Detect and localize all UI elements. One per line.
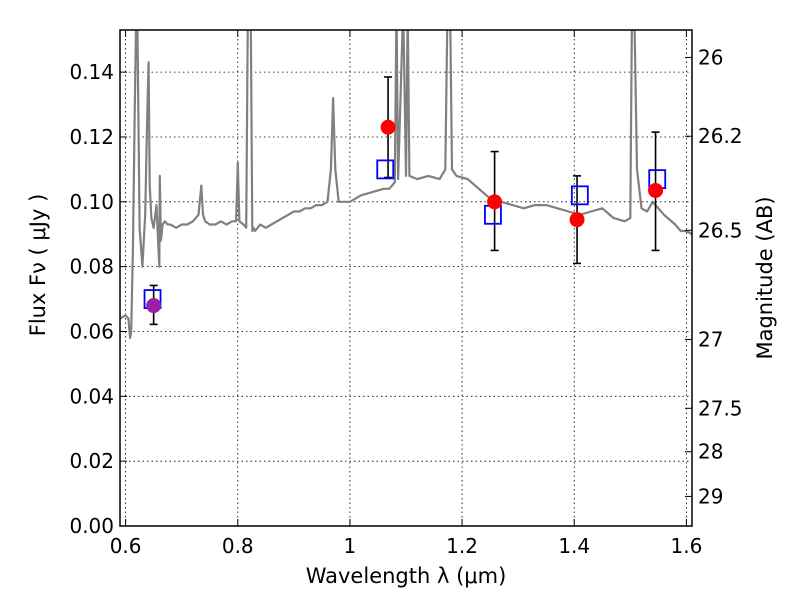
y-tick-label: 0.00 <box>69 514 114 538</box>
y-tick-label: 0.02 <box>69 449 114 473</box>
observed-point <box>487 194 503 210</box>
x-tick-label: 1.6 <box>670 534 702 558</box>
y-tick-label: 0.08 <box>69 255 114 279</box>
axis-ticks: 0.6 0.8 1 1.2 1.4 1.6 0.00 0.02 0.04 0.06 0.08 0.10… <box>69 30 743 558</box>
spectrum-line <box>120 30 692 340</box>
observed-point <box>380 119 396 135</box>
x-tick-label: 0.8 <box>222 534 254 558</box>
plot-frame <box>119 29 693 527</box>
observed-point <box>146 298 162 314</box>
y2-tick-label: 26 <box>698 45 723 69</box>
y2-tick-label: 28 <box>698 440 723 464</box>
y2-tick-label: 26.5 <box>698 218 743 242</box>
observed-point <box>648 182 664 198</box>
y2-tick-label: 26.2 <box>698 124 743 148</box>
x-tick-label: 1 <box>344 534 357 558</box>
chart-marks <box>120 30 692 340</box>
y-axis-label: Flux Fν ( μJy ) <box>26 194 50 337</box>
y2-axis-label: Magnitude (AB) <box>753 196 777 359</box>
y-tick-label: 0.04 <box>69 384 114 408</box>
x-tick-label: 1.4 <box>558 534 590 558</box>
y-tick-label: 0.14 <box>69 60 114 84</box>
y-tick-label: 0.10 <box>69 190 114 214</box>
x-tick-label: 1.2 <box>446 534 478 558</box>
model-square <box>570 185 589 206</box>
y2-tick-label: 27.5 <box>698 396 743 420</box>
y2-tick-label: 27 <box>698 327 723 351</box>
x-tick-label: 0.6 <box>110 534 142 558</box>
y-tick-label: 0.12 <box>69 125 114 149</box>
clipped-marks <box>120 30 692 340</box>
x-axis-label: Wavelength λ (μm) <box>306 564 507 588</box>
y2-tick-label: 29 <box>698 484 723 508</box>
observed-point <box>569 212 585 228</box>
y-tick-label: 0.06 <box>69 319 114 343</box>
model-square <box>376 159 395 180</box>
